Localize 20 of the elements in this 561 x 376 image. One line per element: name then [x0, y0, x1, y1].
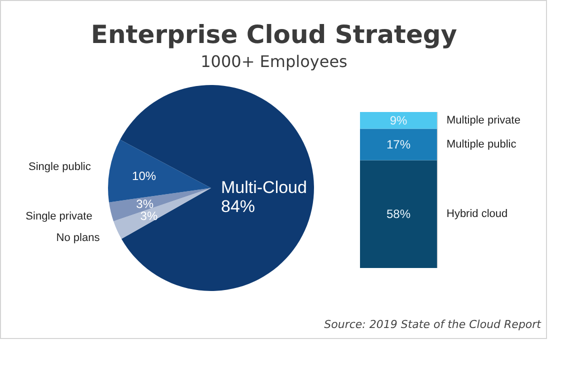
slice-label: Single private [26, 210, 92, 222]
series-label: Hybrid cloud [446, 208, 508, 220]
pie-slice [109, 188, 211, 222]
slice-label: Single public [28, 160, 92, 173]
data-label: 9% [390, 113, 408, 128]
slice-label: No plans [56, 232, 100, 244]
series-label: Multiple private [446, 114, 520, 126]
data-label: 17% [386, 138, 411, 152]
slice-label: Multi-Cloud [221, 178, 307, 197]
pie-slice [120, 85, 314, 291]
source-note: Source: 2019 State of the Cloud Report [324, 318, 541, 331]
chart-subtitle: 1000+ Employees [200, 52, 348, 71]
series-label: Multiple public [446, 138, 517, 150]
chart-title: Enterprise Cloud Strategy [90, 20, 458, 49]
data-label: 3% [140, 208, 158, 223]
data-label: 58% [386, 207, 411, 222]
data-label: 10% [132, 169, 156, 184]
data-label: 84% [221, 196, 256, 216]
pie-slice [113, 188, 211, 239]
data-label: 3% [136, 196, 154, 211]
